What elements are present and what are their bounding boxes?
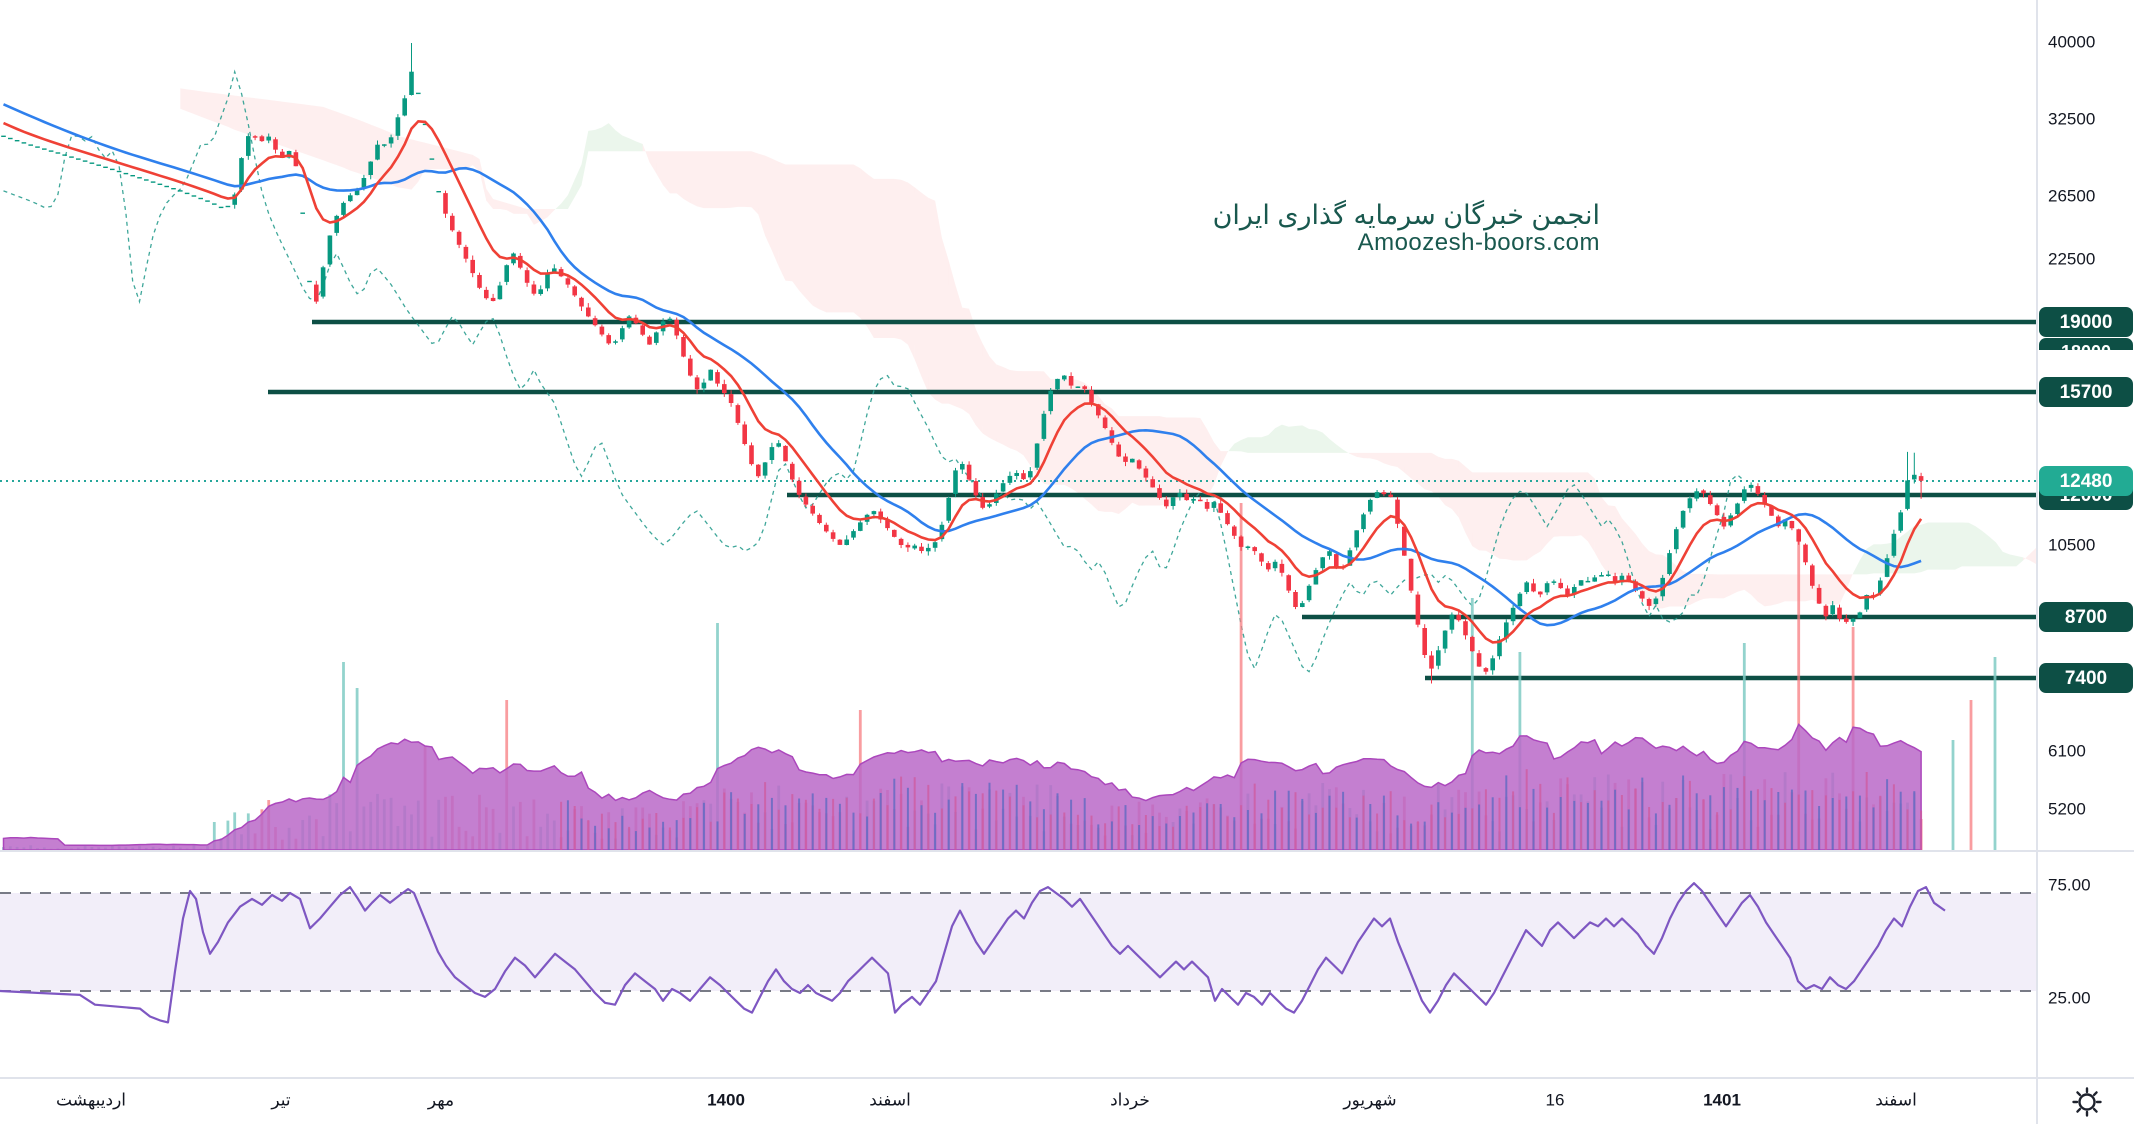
ma-fast-line [2,119,1923,644]
sun-icon[interactable] [2072,1087,2102,1117]
ichimoku-cloud [180,88,2037,609]
rsi-band [0,893,2037,991]
rsi-pane[interactable] [0,882,2037,1024]
axis-label: 12480 [2060,471,2113,492]
sr-price-label-19000[interactable]: 19000 [2039,307,2133,337]
price-pane[interactable] [0,43,2044,851]
axis-label: 32500 [2048,109,2095,128]
time-label-اسفند: اسفند [869,1090,911,1109]
axis-label: 7400 [2065,668,2107,689]
moving-averages [2,103,1923,644]
volume-inner-bars [560,769,1923,850]
axis-label: 5200 [2048,799,2086,818]
price-axis[interactable]: 40000 32500 26500 22500 10500 6100 5200 75.00 25… [2039,32,2133,1007]
sr-price-label-15700[interactable]: 15700 [2039,377,2133,407]
time-label-تیر: تیر [270,1090,291,1109]
axis-label: 15700 [2060,382,2113,403]
current-price-label[interactable]: 12480 [2039,466,2133,496]
axis-label: 18000 [2061,342,2111,362]
axis-label: 6100 [2048,741,2086,760]
ma-slow-line [2,103,1922,627]
axis-label: 25.00 [2048,988,2091,1007]
time-label-شهریور: شهریور [1342,1090,1396,1110]
time-label-16: 16 [1546,1090,1565,1109]
time-label-1400: 1400 [707,1090,745,1109]
sr-price-label-7400[interactable]: 7400 [2039,663,2133,693]
axis-label: 8700 [2065,607,2107,628]
time-label-مهر: مهر [427,1090,454,1110]
axis-label: 10500 [2048,535,2095,554]
time-axis[interactable]: اردیبهشت تیر مهر 1400 اسفند خرداد شهریور 16 1401… [56,1087,2102,1117]
candles [1,43,1924,684]
axis-label: 40000 [2048,32,2095,51]
time-label-اردیبهشت: اردیبهشت [56,1090,126,1110]
axis-label: 19000 [2060,312,2113,333]
chikou-span-line [3,69,1745,673]
sr-price-label-8700[interactable]: 8700 [2039,602,2133,632]
time-label-خرداد: خرداد [1110,1090,1150,1109]
hidden-price-label: 18000 [2039,338,2133,362]
time-label-اسفند: اسفند [1875,1090,1917,1109]
axis-label: 22500 [2048,249,2095,268]
axis-label: 26500 [2048,186,2095,205]
axis-label: 75.00 [2048,875,2091,894]
rsi-line [0,882,1946,1024]
time-label-1401: 1401 [1703,1090,1741,1109]
